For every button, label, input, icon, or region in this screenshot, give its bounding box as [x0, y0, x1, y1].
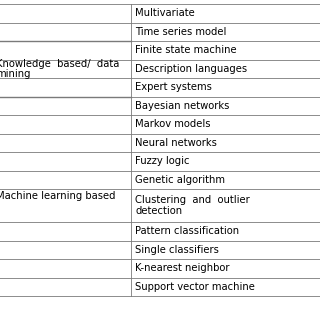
Text: Clustering  and  outlier: Clustering and outlier [135, 195, 250, 205]
Text: Machine learning based: Machine learning based [0, 191, 116, 201]
Text: Finite state machine: Finite state machine [135, 45, 237, 55]
Text: Support vector machine: Support vector machine [135, 282, 255, 292]
Text: Time series model: Time series model [135, 27, 227, 37]
Text: Neural networks: Neural networks [135, 138, 217, 148]
Text: Bayesian networks: Bayesian networks [135, 101, 230, 111]
Text: Fuzzy logic: Fuzzy logic [135, 156, 190, 166]
Text: Markov models: Markov models [135, 119, 211, 129]
Text: K-nearest neighbor: K-nearest neighbor [135, 263, 230, 273]
Text: Description languages: Description languages [135, 64, 248, 74]
Text: detection: detection [135, 206, 182, 216]
Text: Knowledge  based/  data: Knowledge based/ data [0, 59, 119, 69]
Text: Pattern classification: Pattern classification [135, 226, 240, 236]
Text: Single classifiers: Single classifiers [135, 245, 219, 255]
Text: Expert systems: Expert systems [135, 82, 212, 92]
Text: mining: mining [0, 69, 30, 79]
Text: Multivariate: Multivariate [135, 8, 195, 18]
Text: Genetic algorithm: Genetic algorithm [135, 175, 225, 185]
